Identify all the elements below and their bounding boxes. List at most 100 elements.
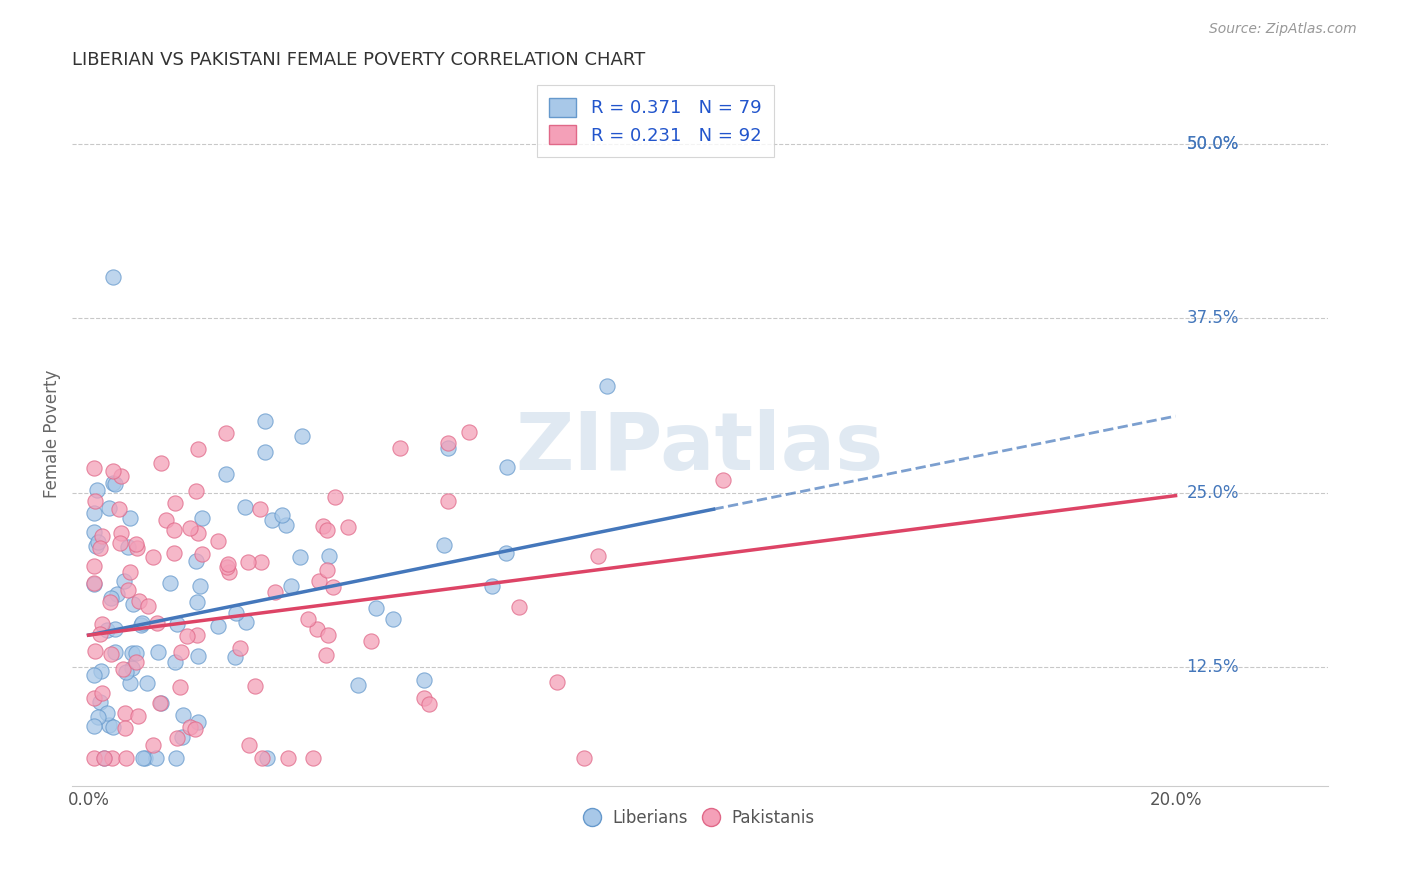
Point	[187, 442, 209, 456]
Point	[111, 662, 134, 676]
Point	[297, 612, 319, 626]
Point	[236, 555, 259, 569]
Point	[224, 650, 246, 665]
Point	[280, 579, 302, 593]
Point	[190, 511, 212, 525]
Point	[134, 751, 156, 765]
Point	[108, 536, 131, 550]
Point	[271, 508, 294, 523]
Point	[83, 577, 105, 591]
Point	[264, 585, 287, 599]
Point	[91, 529, 114, 543]
Point	[114, 721, 136, 735]
Point	[118, 675, 141, 690]
Point	[217, 560, 239, 574]
Point	[166, 731, 188, 745]
Point	[101, 720, 124, 734]
Point	[91, 616, 114, 631]
Point	[413, 691, 436, 706]
Point	[546, 675, 568, 690]
Point	[131, 616, 153, 631]
Point	[179, 720, 201, 734]
Point	[225, 607, 247, 621]
Point	[114, 706, 136, 720]
Point	[124, 646, 146, 660]
Point	[105, 587, 128, 601]
Point	[249, 555, 271, 569]
Point	[142, 739, 165, 753]
Point	[89, 626, 111, 640]
Point	[215, 467, 238, 482]
Point	[187, 526, 209, 541]
Point	[179, 521, 201, 535]
Point	[254, 445, 277, 459]
Point	[163, 496, 186, 510]
Point	[129, 618, 152, 632]
Point	[87, 710, 110, 724]
Legend: Liberians, Pakistanis: Liberians, Pakistanis	[579, 803, 821, 834]
Point	[186, 628, 208, 642]
Point	[388, 441, 411, 455]
Point	[495, 546, 517, 560]
Text: 25.0%: 25.0%	[1187, 483, 1239, 502]
Point	[124, 537, 146, 551]
Point	[496, 460, 519, 475]
Point	[104, 645, 127, 659]
Point	[97, 718, 120, 732]
Point	[347, 678, 370, 692]
Point	[100, 648, 122, 662]
Point	[86, 483, 108, 497]
Point	[277, 751, 299, 765]
Point	[187, 649, 209, 664]
Point	[291, 428, 314, 442]
Point	[83, 558, 105, 573]
Point	[84, 540, 107, 554]
Point	[101, 751, 124, 765]
Point	[155, 513, 177, 527]
Point	[93, 751, 115, 765]
Point	[84, 644, 107, 658]
Point	[165, 751, 187, 765]
Point	[508, 599, 530, 614]
Point	[150, 696, 173, 710]
Y-axis label: Female Poverty: Female Poverty	[44, 369, 60, 498]
Point	[163, 656, 186, 670]
Point	[308, 574, 330, 589]
Point	[90, 664, 112, 678]
Point	[83, 525, 105, 540]
Point	[166, 616, 188, 631]
Point	[186, 595, 208, 609]
Point	[325, 490, 347, 504]
Point	[90, 686, 112, 700]
Point	[169, 681, 191, 695]
Point	[96, 706, 118, 720]
Point	[217, 557, 239, 571]
Point	[250, 751, 273, 765]
Point	[191, 547, 214, 561]
Point	[83, 506, 105, 520]
Point	[101, 476, 124, 491]
Point	[187, 714, 209, 729]
Point	[103, 464, 125, 478]
Point	[596, 379, 619, 393]
Point	[288, 550, 311, 565]
Point	[437, 436, 460, 450]
Point	[190, 579, 212, 593]
Point	[176, 629, 198, 643]
Point	[336, 520, 359, 534]
Point	[101, 270, 124, 285]
Point	[183, 722, 205, 736]
Point	[96, 623, 118, 637]
Point	[124, 655, 146, 669]
Point	[89, 541, 111, 555]
Point	[136, 599, 159, 613]
Point	[122, 597, 145, 611]
Point	[256, 751, 278, 765]
Point	[83, 751, 105, 765]
Text: LIBERIAN VS PAKISTANI FEMALE POVERTY CORRELATION CHART: LIBERIAN VS PAKISTANI FEMALE POVERTY COR…	[72, 51, 645, 69]
Point	[360, 634, 382, 648]
Point	[93, 751, 115, 765]
Point	[262, 513, 284, 527]
Point	[108, 502, 131, 516]
Point	[253, 414, 276, 428]
